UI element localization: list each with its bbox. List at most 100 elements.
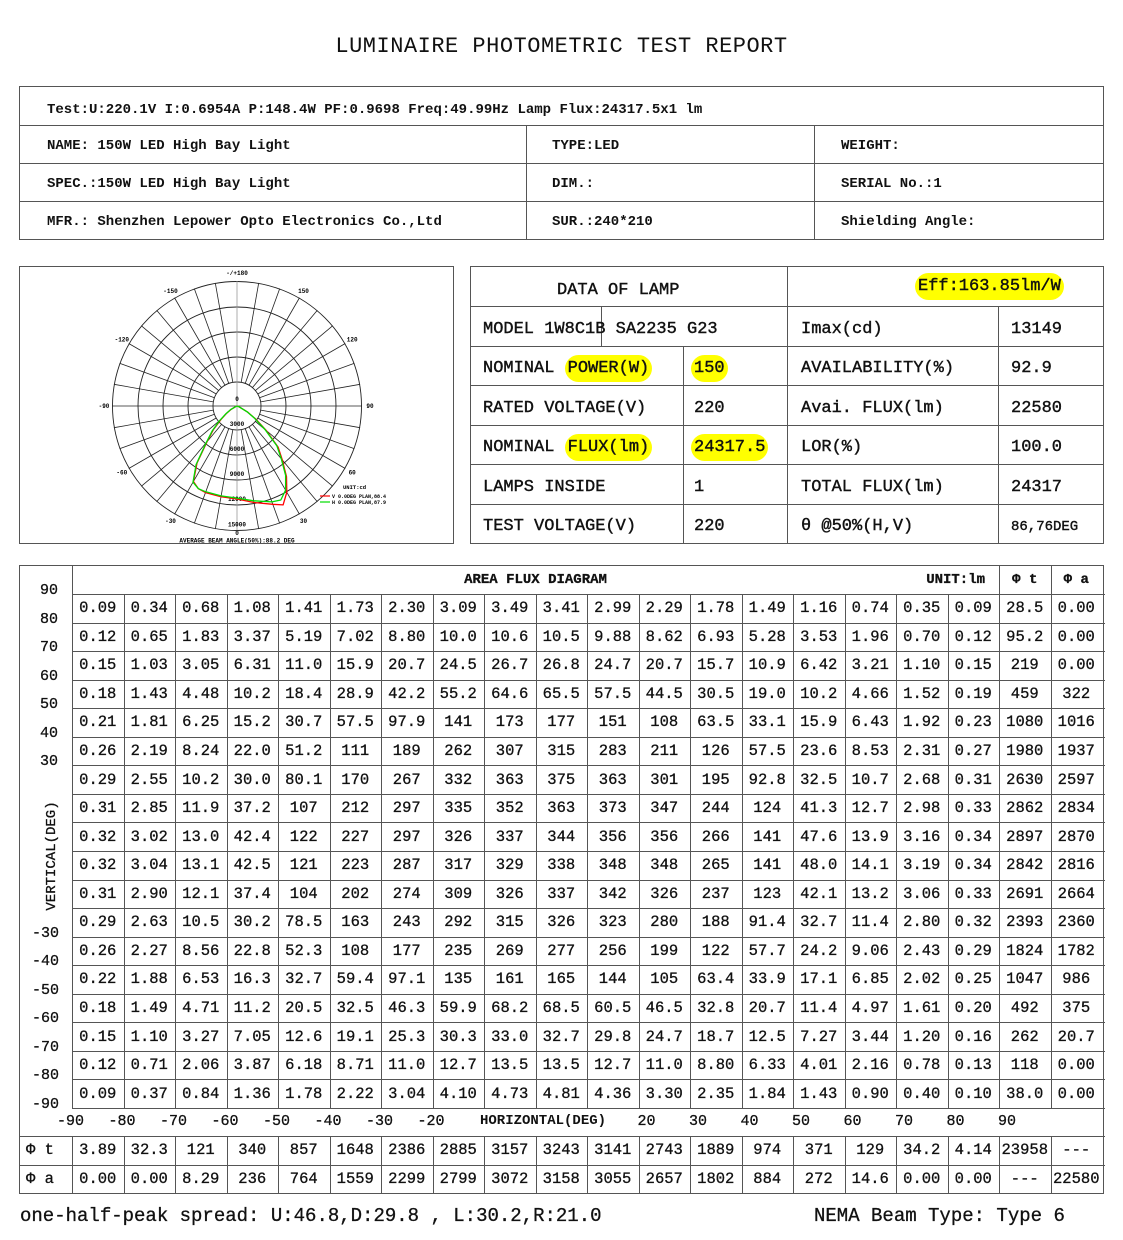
v-axis-tick: 90 [40,582,59,599]
flux-cell: 0.09 [79,1084,117,1103]
phi-t-cell: 2885 [439,1141,477,1160]
flux-cell: 57.5 [748,742,786,761]
h-axis-tick: 70 [895,1112,914,1130]
flux-cell: 0.00 [1057,656,1095,675]
flux-cell: 7.27 [800,1027,838,1046]
flux-cell: 1.92 [903,713,941,732]
polar-angle-label: -30 [165,518,176,525]
flux-cell: 356 [598,827,627,846]
polar-spoke [259,413,355,450]
flux-cell: 2.22 [336,1084,374,1103]
h-axis-tick: 50 [792,1112,811,1130]
polar-spoke [156,424,222,503]
weight-field: WEIGHT: [841,138,900,154]
flux-cell: 20.7 [748,998,786,1017]
flux-cell: 0.00 [1057,627,1095,646]
polar-spoke [119,413,215,450]
flux-cell: 1980 [1006,742,1044,761]
polar-chart-svg: -/+180 150 120 90 60 30 0 -30 -60 -90 -120 -150 0 300… [99,270,386,543]
grid-line [72,1022,1105,1024]
v-axis-label: VERTICAL(DEG) [44,801,60,911]
flux-cell: 2.31 [903,742,941,761]
flux-cell: 2.98 [903,799,941,818]
flux-cell: 347 [650,799,679,818]
flux-cell: 356 [650,827,679,846]
flux-cell: 30.2 [233,913,271,932]
flux-cell: 32.8 [697,998,735,1017]
polar-radial-label: 6000 [230,446,245,453]
flux-cell: 16.3 [233,970,271,989]
flux-cell: 12.6 [285,1027,323,1046]
flux-cell: 15.2 [233,713,271,732]
flux-cell: 323 [598,913,627,932]
flux-cell: 135 [444,970,473,989]
legend-entry: V 0.0DEG PLAN,88.4 [332,494,386,500]
flux-cell: 2.43 [903,941,941,960]
flux-cell: 20.7 [645,656,683,675]
flux-cell: 292 [444,913,473,932]
flux-cell: 3.16 [903,827,941,846]
phi-t-cell: 34.2 [903,1141,941,1160]
v-axis-tick: 30 [40,753,59,771]
flux-unit: UNIT:lm [926,572,985,588]
flux-cell: 195 [701,770,730,789]
header-info-box: Test:U:220.1V I:0.6954A P:148.4W PF:0.96… [19,86,1104,240]
flux-cell: 4.71 [182,998,220,1017]
flux-cell: 8.80 [697,1056,735,1075]
flux-cell: 317 [444,856,473,875]
polar-angle-label: -90 [99,403,110,410]
flux-cell: 326 [547,913,576,932]
flux-cell: 173 [495,713,524,732]
flux-cell: 2862 [1006,799,1044,818]
flux-cell: 188 [701,913,730,932]
flux-cell: 0.15 [79,656,117,675]
v-axis-tick: -50 [32,981,60,999]
polar-spoke [214,282,234,383]
flux-cell: 19.1 [336,1027,374,1046]
flux-cell: 55.2 [439,684,477,703]
polar-spoke [257,343,346,395]
flux-cell: 3.05 [182,656,220,675]
flux-cell: 8.56 [182,941,220,960]
flux-cell: 337 [495,827,524,846]
flux-cell: 0.26 [79,742,117,761]
phi-t-cell: 121 [186,1141,215,1160]
flux-cell: 0.21 [79,713,117,732]
flux-cell: 121 [289,856,318,875]
flux-cell: 15.9 [800,713,838,732]
flux-cell: 20.7 [1057,1027,1095,1046]
polar-spoke [240,429,260,530]
flux-cell: 0.10 [954,1084,992,1103]
flux-cell: 3.04 [388,1084,426,1103]
phi-a-cell: 764 [289,1170,318,1189]
flux-cell: 7.02 [336,627,374,646]
flux-cell: 6.18 [285,1056,323,1075]
efficacy-value: Eff:163.85lm/W [915,273,1064,300]
phi-a-cell: 1559 [336,1170,374,1189]
flux-cell: 37.2 [233,799,271,818]
polar-spoke [240,282,260,383]
grid-line [72,850,1105,852]
grid-line [72,908,1105,910]
dim-field: DIM.: [552,176,595,192]
phi-t-cell: 2386 [388,1141,426,1160]
polar-spoke [113,383,214,403]
flux-cell: 3.44 [851,1027,889,1046]
flux-cell: 3.21 [851,656,889,675]
flux-cell: 2.02 [903,970,941,989]
polar-spoke [252,424,318,503]
flux-cell: 1080 [1006,713,1044,732]
grid-line [535,1135,537,1194]
flux-cell: 1824 [1006,941,1044,960]
flux-cell: 118 [1010,1056,1039,1075]
lor-value: 100.0 [1011,438,1063,457]
flux-cell: 0.32 [954,913,992,932]
flux-cell: 11.0 [285,656,323,675]
phi-t-cell: 129 [856,1141,885,1160]
polar-spoke [140,421,219,487]
flux-cell: 1047 [1006,970,1044,989]
phi-a-cell: 3055 [594,1170,632,1189]
flux-cell: 3.30 [645,1084,683,1103]
v-axis-tick: 80 [40,610,59,628]
polar-angle-label: 120 [347,337,358,344]
